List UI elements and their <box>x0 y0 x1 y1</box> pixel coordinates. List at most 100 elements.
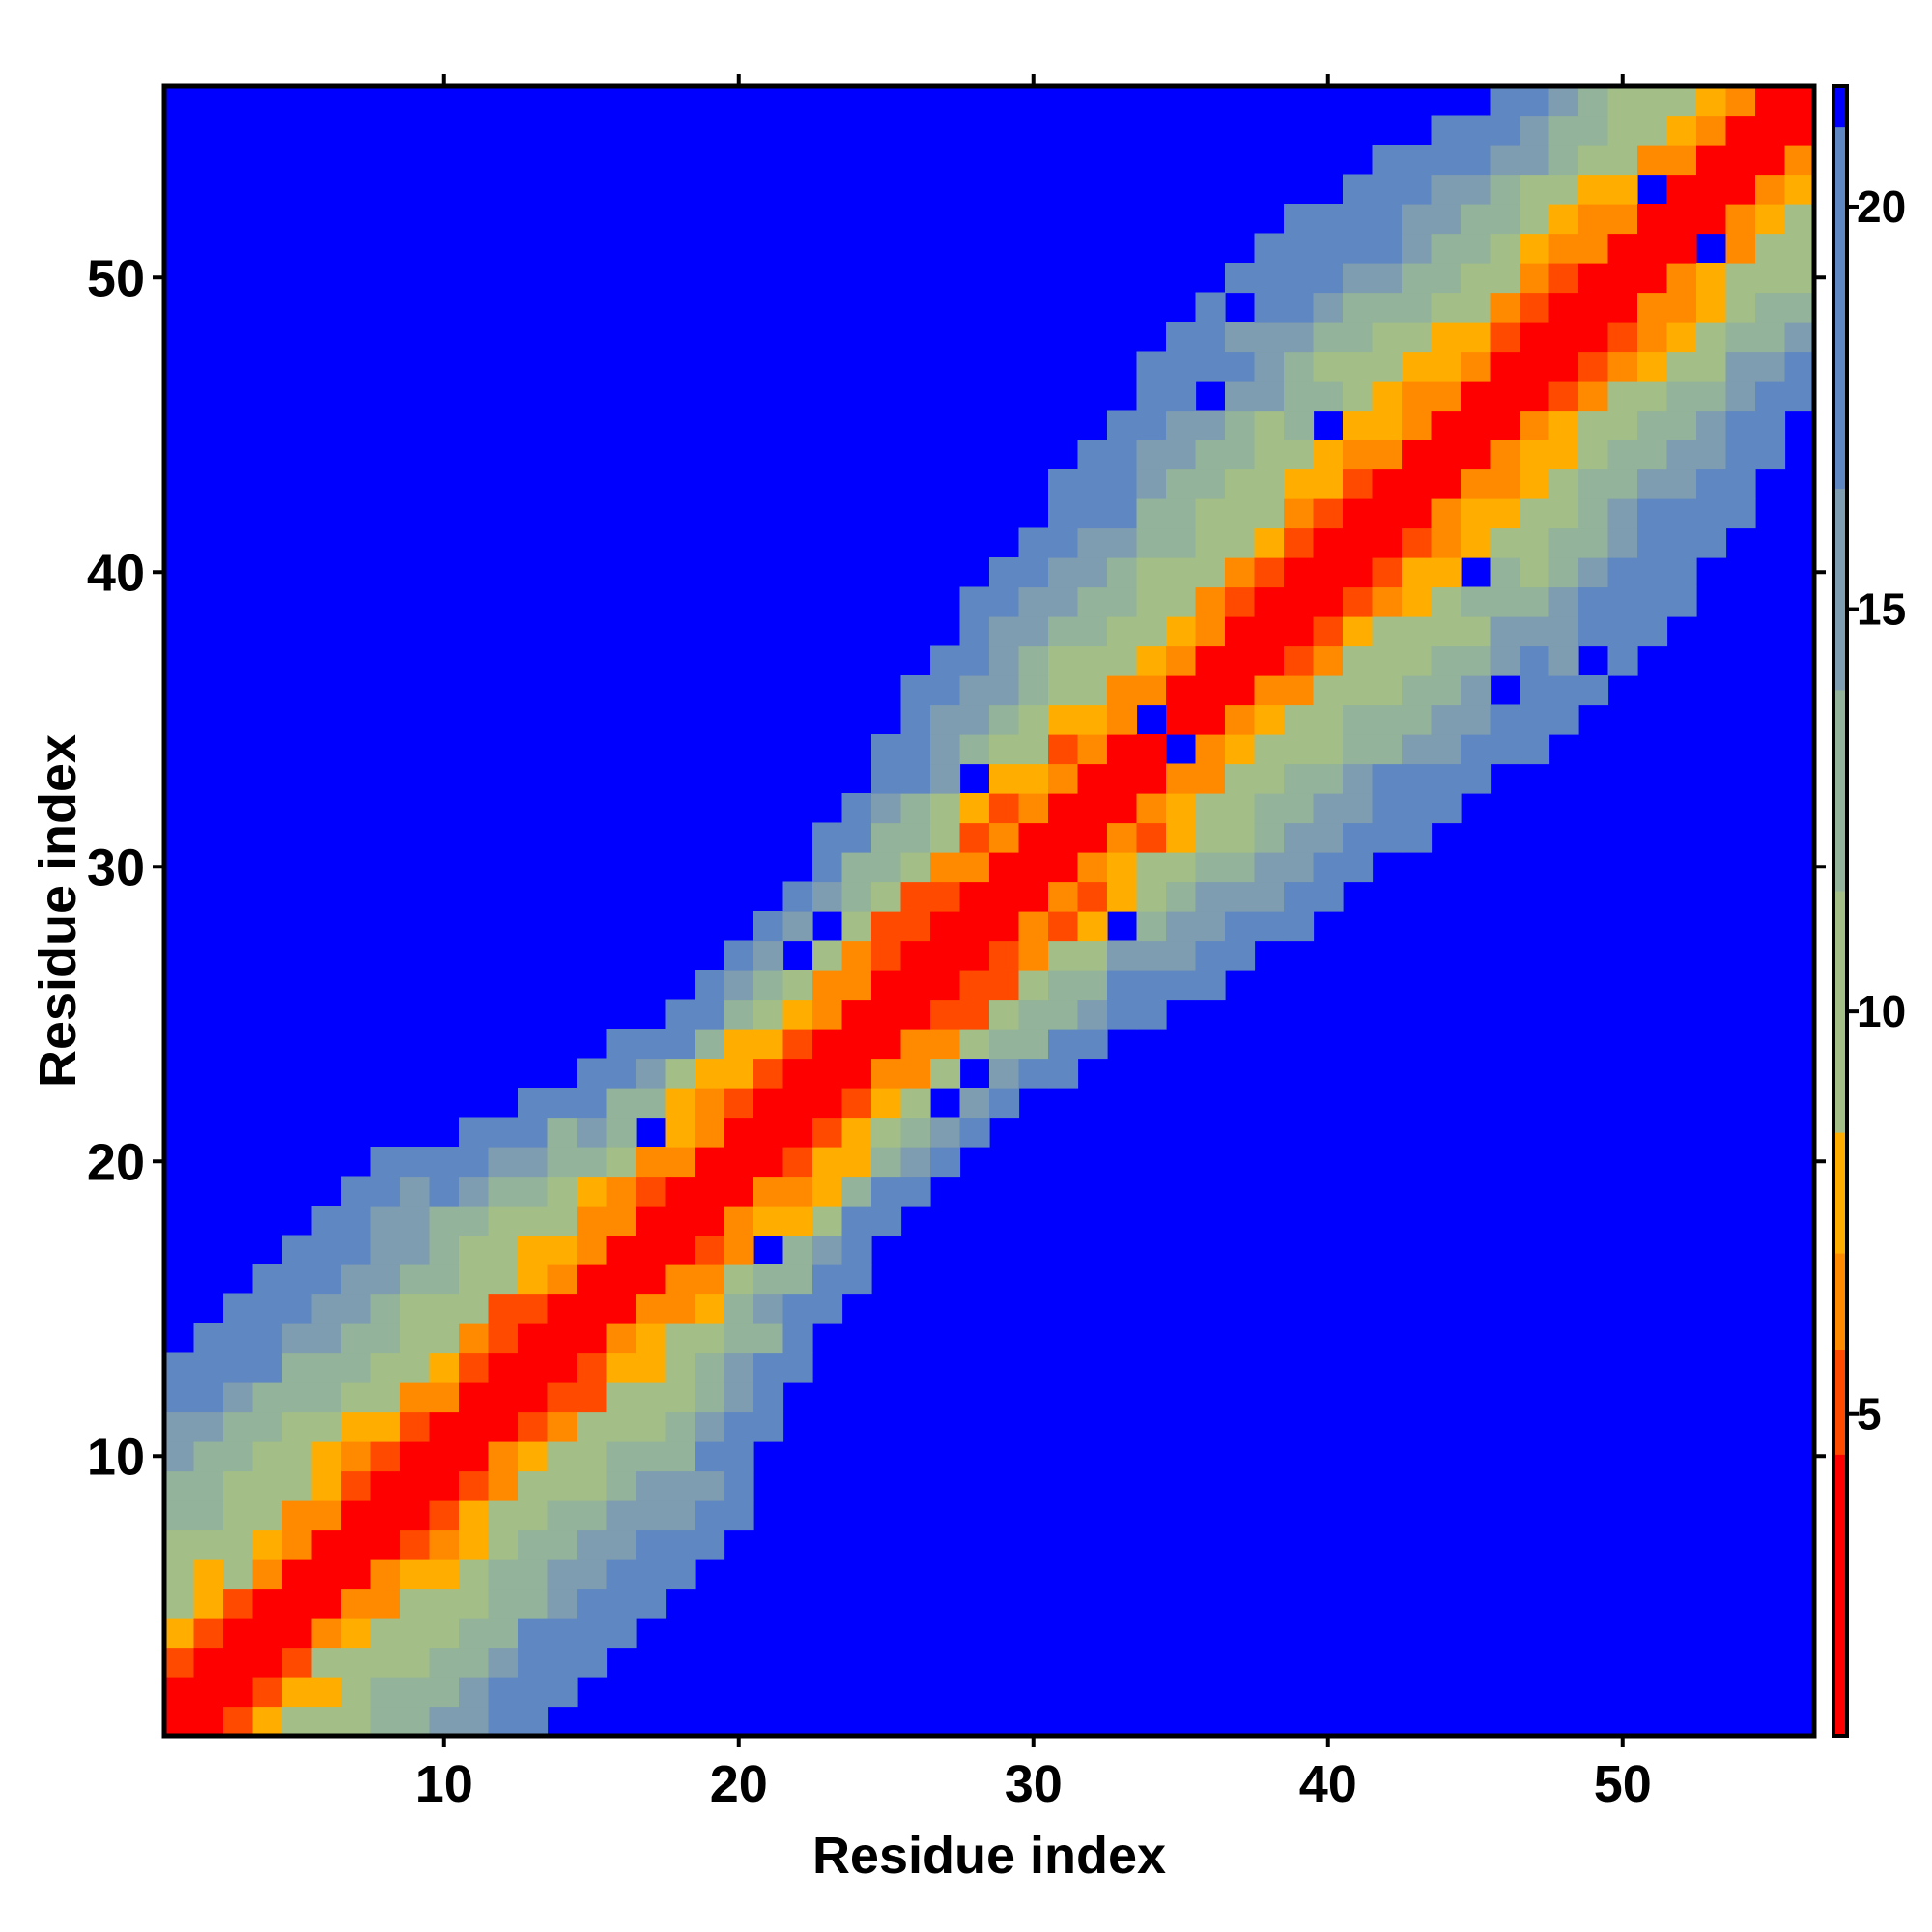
heatmap-cell <box>547 1352 578 1383</box>
heatmap-cell <box>871 999 902 1030</box>
heatmap-cell <box>282 1588 313 1619</box>
heatmap-cell <box>665 1117 696 1148</box>
heatmap-cell <box>871 1117 902 1148</box>
heatmap-cell <box>695 1293 725 1324</box>
heatmap-cell <box>930 852 961 883</box>
heatmap-cell <box>1077 616 1108 647</box>
heatmap-cell <box>1607 410 1638 440</box>
heatmap-cell <box>959 793 990 824</box>
heatmap-cell <box>223 1618 254 1649</box>
heatmap-cell <box>311 1559 342 1590</box>
heatmap-cell <box>164 1529 195 1560</box>
heatmap-cell <box>606 1618 637 1649</box>
heatmap-cell <box>1607 527 1638 558</box>
heatmap-cell <box>1136 763 1167 794</box>
heatmap-cell <box>252 1677 283 1708</box>
heatmap-cell <box>1666 557 1697 588</box>
heatmap-cell <box>193 1500 224 1531</box>
heatmap-cell <box>429 1559 460 1590</box>
heatmap-cell <box>282 1264 313 1295</box>
heatmap-cell <box>577 1441 608 1472</box>
heatmap-cell <box>989 970 1020 1001</box>
heatmap-cell <box>1666 263 1697 294</box>
heatmap-cell <box>282 1529 313 1560</box>
heatmap-cell <box>459 1117 490 1148</box>
heatmap-cell <box>1284 645 1315 676</box>
heatmap-cell <box>1284 793 1315 824</box>
heatmap-cell <box>1666 204 1697 235</box>
heatmap-cell <box>959 675 990 706</box>
heatmap-cell <box>1313 469 1344 499</box>
heatmap-cell <box>1607 86 1638 117</box>
heatmap-cell <box>724 1147 754 1178</box>
heatmap-cell <box>871 970 902 1001</box>
plot-frame <box>161 83 1817 1739</box>
heatmap-cell <box>1195 793 1226 824</box>
heatmap-cell <box>753 1088 784 1119</box>
heatmap-cell <box>782 970 813 1001</box>
heatmap-cell <box>488 1176 519 1207</box>
heatmap-cell <box>1136 999 1167 1030</box>
heatmap-cell <box>1402 557 1433 588</box>
heatmap-cell <box>1313 263 1344 294</box>
heatmap-cell <box>1313 586 1344 617</box>
heatmap-cell <box>1048 911 1079 942</box>
heatmap-cell <box>1018 911 1049 942</box>
heatmap-cell <box>665 1411 696 1442</box>
heatmap-cell <box>1548 292 1579 323</box>
heatmap-cell <box>1077 469 1108 499</box>
heatmap-cell <box>1402 322 1433 353</box>
heatmap-cell <box>488 1706 519 1737</box>
heatmap-cell <box>1431 174 1462 205</box>
heatmap-cell <box>1343 616 1374 647</box>
x-tick-label: 40 <box>1299 1755 1357 1813</box>
heatmap-cell <box>930 645 961 676</box>
heatmap-cell <box>400 1293 431 1324</box>
heatmap-cell <box>1077 440 1108 470</box>
heatmap-cell <box>724 1500 754 1531</box>
heatmap-cell <box>547 1293 578 1324</box>
heatmap-cell <box>1195 586 1226 617</box>
heatmap-cell <box>1461 469 1492 499</box>
heatmap-cell <box>1313 734 1344 765</box>
heatmap-cell <box>488 1470 519 1501</box>
heatmap-cell <box>1107 586 1138 617</box>
heatmap-cell <box>400 1677 431 1708</box>
heatmap-cell <box>1490 734 1520 765</box>
heatmap-cell <box>370 1529 401 1560</box>
heatmap-cell <box>1313 527 1344 558</box>
heatmap-cell <box>1284 675 1315 706</box>
heatmap-cell <box>1578 322 1609 353</box>
heatmap-cell <box>1195 292 1226 323</box>
heatmap-cell <box>1343 440 1374 470</box>
heatmap-cell <box>518 1588 549 1619</box>
heatmap-cell <box>193 1618 224 1649</box>
heatmap-cell <box>193 1382 224 1413</box>
heatmap-cell <box>1166 881 1197 912</box>
heatmap-cell <box>341 1441 372 1472</box>
colorbar-segment <box>1833 1253 1847 1350</box>
heatmap-cell <box>1607 145 1638 176</box>
heatmap-cell <box>1784 322 1815 353</box>
heatmap-cell <box>841 999 872 1030</box>
heatmap-cell <box>959 704 990 735</box>
heatmap-cell <box>1018 1058 1049 1089</box>
heatmap-cell <box>429 1706 460 1737</box>
heatmap-cell <box>1225 645 1256 676</box>
heatmap-cell <box>1402 586 1433 617</box>
heatmap-cell <box>841 1235 872 1265</box>
heatmap-cell <box>518 1706 549 1737</box>
heatmap-cell <box>1018 527 1049 558</box>
heatmap-cell <box>1284 410 1315 440</box>
heatmap-cell <box>1343 645 1374 676</box>
heatmap-cell <box>1578 586 1609 617</box>
heatmap-cell <box>1725 351 1756 382</box>
heatmap-cell <box>1490 557 1520 588</box>
heatmap-cell <box>1784 381 1815 412</box>
heatmap-cell <box>1284 852 1315 883</box>
heatmap-cell <box>193 1647 224 1678</box>
heatmap-cell <box>1725 115 1756 146</box>
heatmap-cell <box>1225 793 1256 824</box>
heatmap-cell <box>1637 233 1668 264</box>
heatmap-cell <box>1136 675 1167 706</box>
